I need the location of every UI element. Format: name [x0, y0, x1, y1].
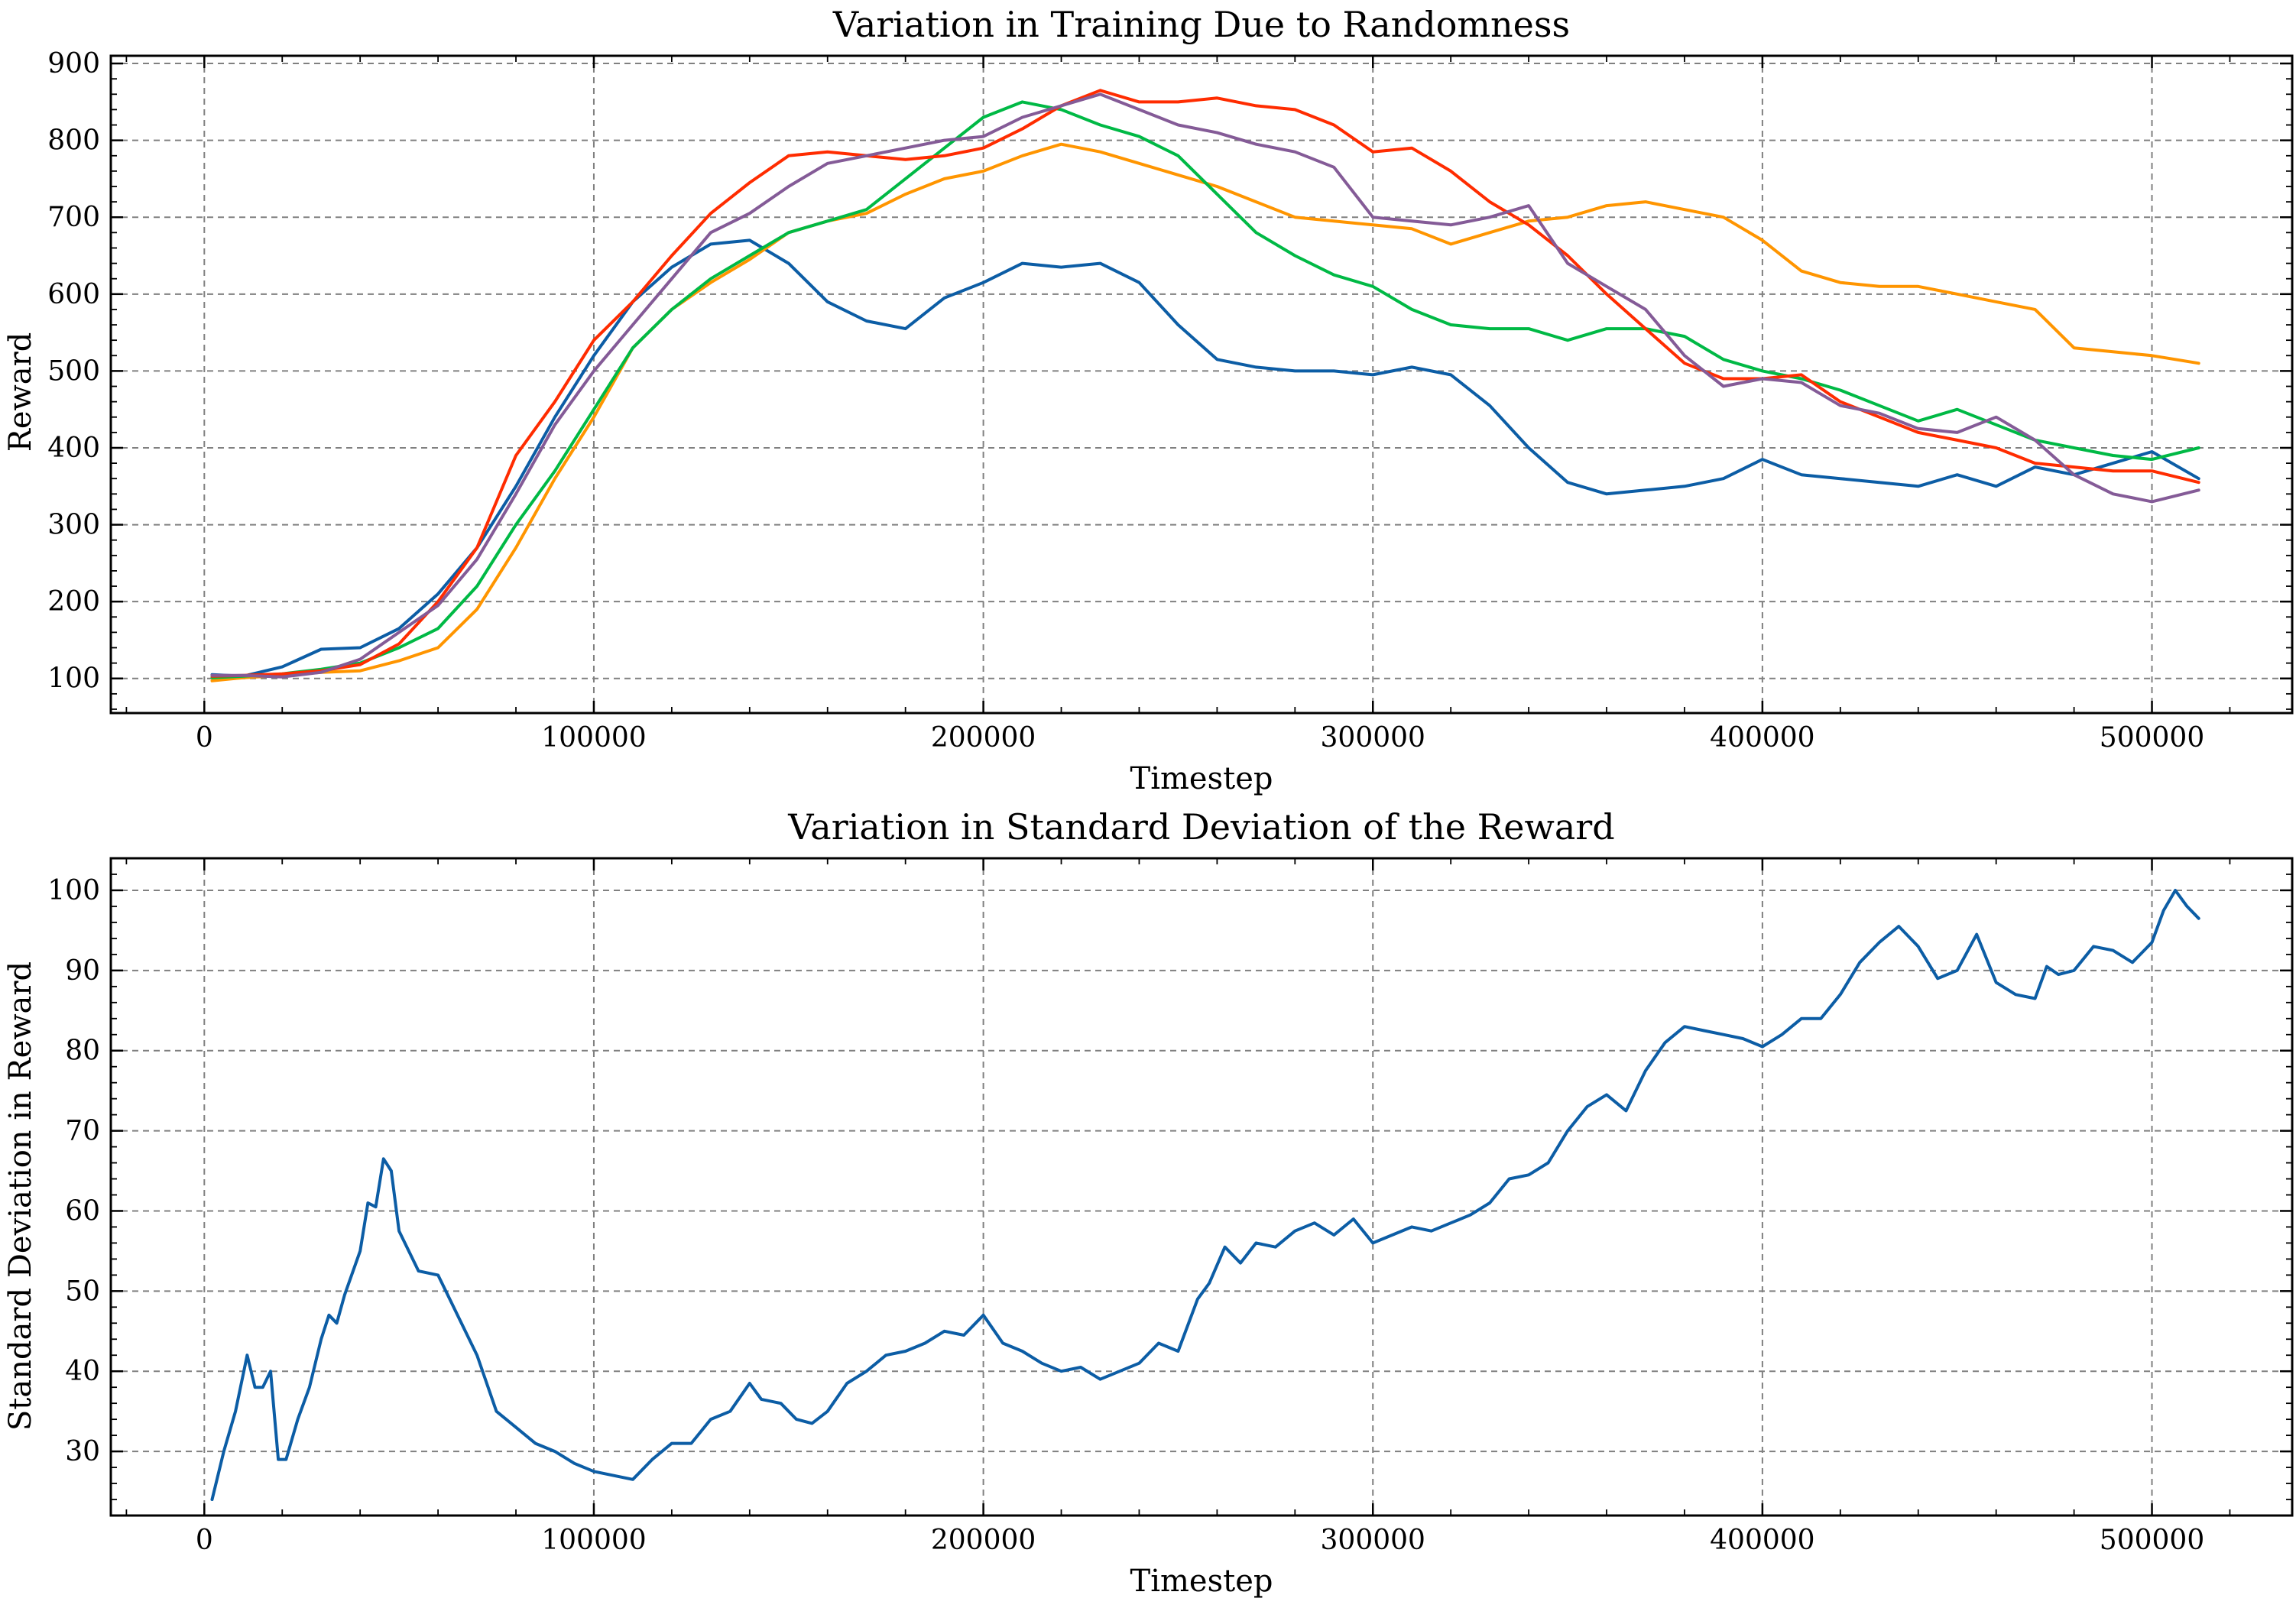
reward-ytick-label: 600 [47, 279, 100, 310]
reward-ytick-label: 400 [47, 433, 100, 464]
std-chart-ylabel: Standard Deviation in Reward [3, 961, 38, 1431]
std-xtick-label: 0 [196, 1525, 213, 1556]
std-ytick-label: 100 [47, 875, 100, 906]
std-chart-xlabel: Timestep [1130, 1564, 1273, 1599]
reward-series-line-2 [210, 142, 2200, 682]
std-xtick-label: 300000 [1321, 1525, 1425, 1556]
std-ytick-label: 30 [65, 1436, 100, 1467]
reward-series-line-4 [210, 89, 2200, 678]
std-xtick-label: 200000 [931, 1525, 1036, 1556]
reward-xtick-label: 200000 [931, 722, 1036, 754]
reward-xtick-label: 100000 [541, 722, 646, 754]
reward-ytick-label: 100 [47, 663, 100, 695]
reward-ytick-label: 500 [47, 355, 100, 387]
std-chart-series [210, 889, 2200, 1501]
std-xtick-label: 400000 [1710, 1525, 1814, 1556]
std-chart-gridlines [111, 858, 2292, 1516]
std-series-line-1 [210, 889, 2200, 1501]
reward-ytick-label: 300 [47, 510, 100, 541]
reward-xtick-label: 300000 [1321, 722, 1425, 754]
reward-ytick-label: 200 [47, 586, 100, 618]
reward-ytick-label: 700 [47, 202, 100, 233]
reward-series-line-3 [210, 100, 2200, 679]
std-chart-frame [109, 857, 2294, 1517]
std-ytick-label: 50 [65, 1276, 100, 1307]
std-ytick-label: 40 [65, 1356, 100, 1387]
std-ytick-label: 80 [65, 1036, 100, 1067]
reward-series-line-1 [210, 238, 2200, 678]
reward-chart-xlabel: Timestep [1130, 761, 1273, 796]
std-xtick-label: 100000 [541, 1525, 646, 1556]
reward-xtick-label: 400000 [1710, 722, 1814, 754]
std-xtick-label: 500000 [2100, 1525, 2204, 1556]
reward-chart-title: Variation in Training Due to Randomness [832, 4, 1570, 45]
reward-chart-frame [109, 54, 2294, 715]
reward-chart-ticks: 0 100000 200000 300000 400000 500000 100 200 300… [47, 48, 2292, 754]
reward-chart-ylabel: Reward [3, 332, 38, 452]
reward-xtick-label: 500000 [2100, 722, 2204, 754]
std-ytick-label: 90 [65, 955, 100, 987]
reward-chart-series [210, 89, 2200, 682]
reward-chart-gridlines [111, 56, 2292, 713]
std-ytick-label: 70 [65, 1116, 100, 1147]
std-chart-panel: Variation in Standard Deviation of the R… [3, 806, 2294, 1599]
reward-xtick-label: 0 [196, 722, 213, 754]
reward-series-line-5 [210, 92, 2200, 679]
reward-ytick-label: 900 [47, 48, 100, 79]
reward-ytick-label: 800 [47, 125, 100, 157]
std-chart-title: Variation in Standard Deviation of the R… [787, 806, 1614, 848]
std-ytick-label: 60 [65, 1195, 100, 1227]
reward-chart-panel: Variation in Training Due to Randomness … [3, 4, 2294, 796]
